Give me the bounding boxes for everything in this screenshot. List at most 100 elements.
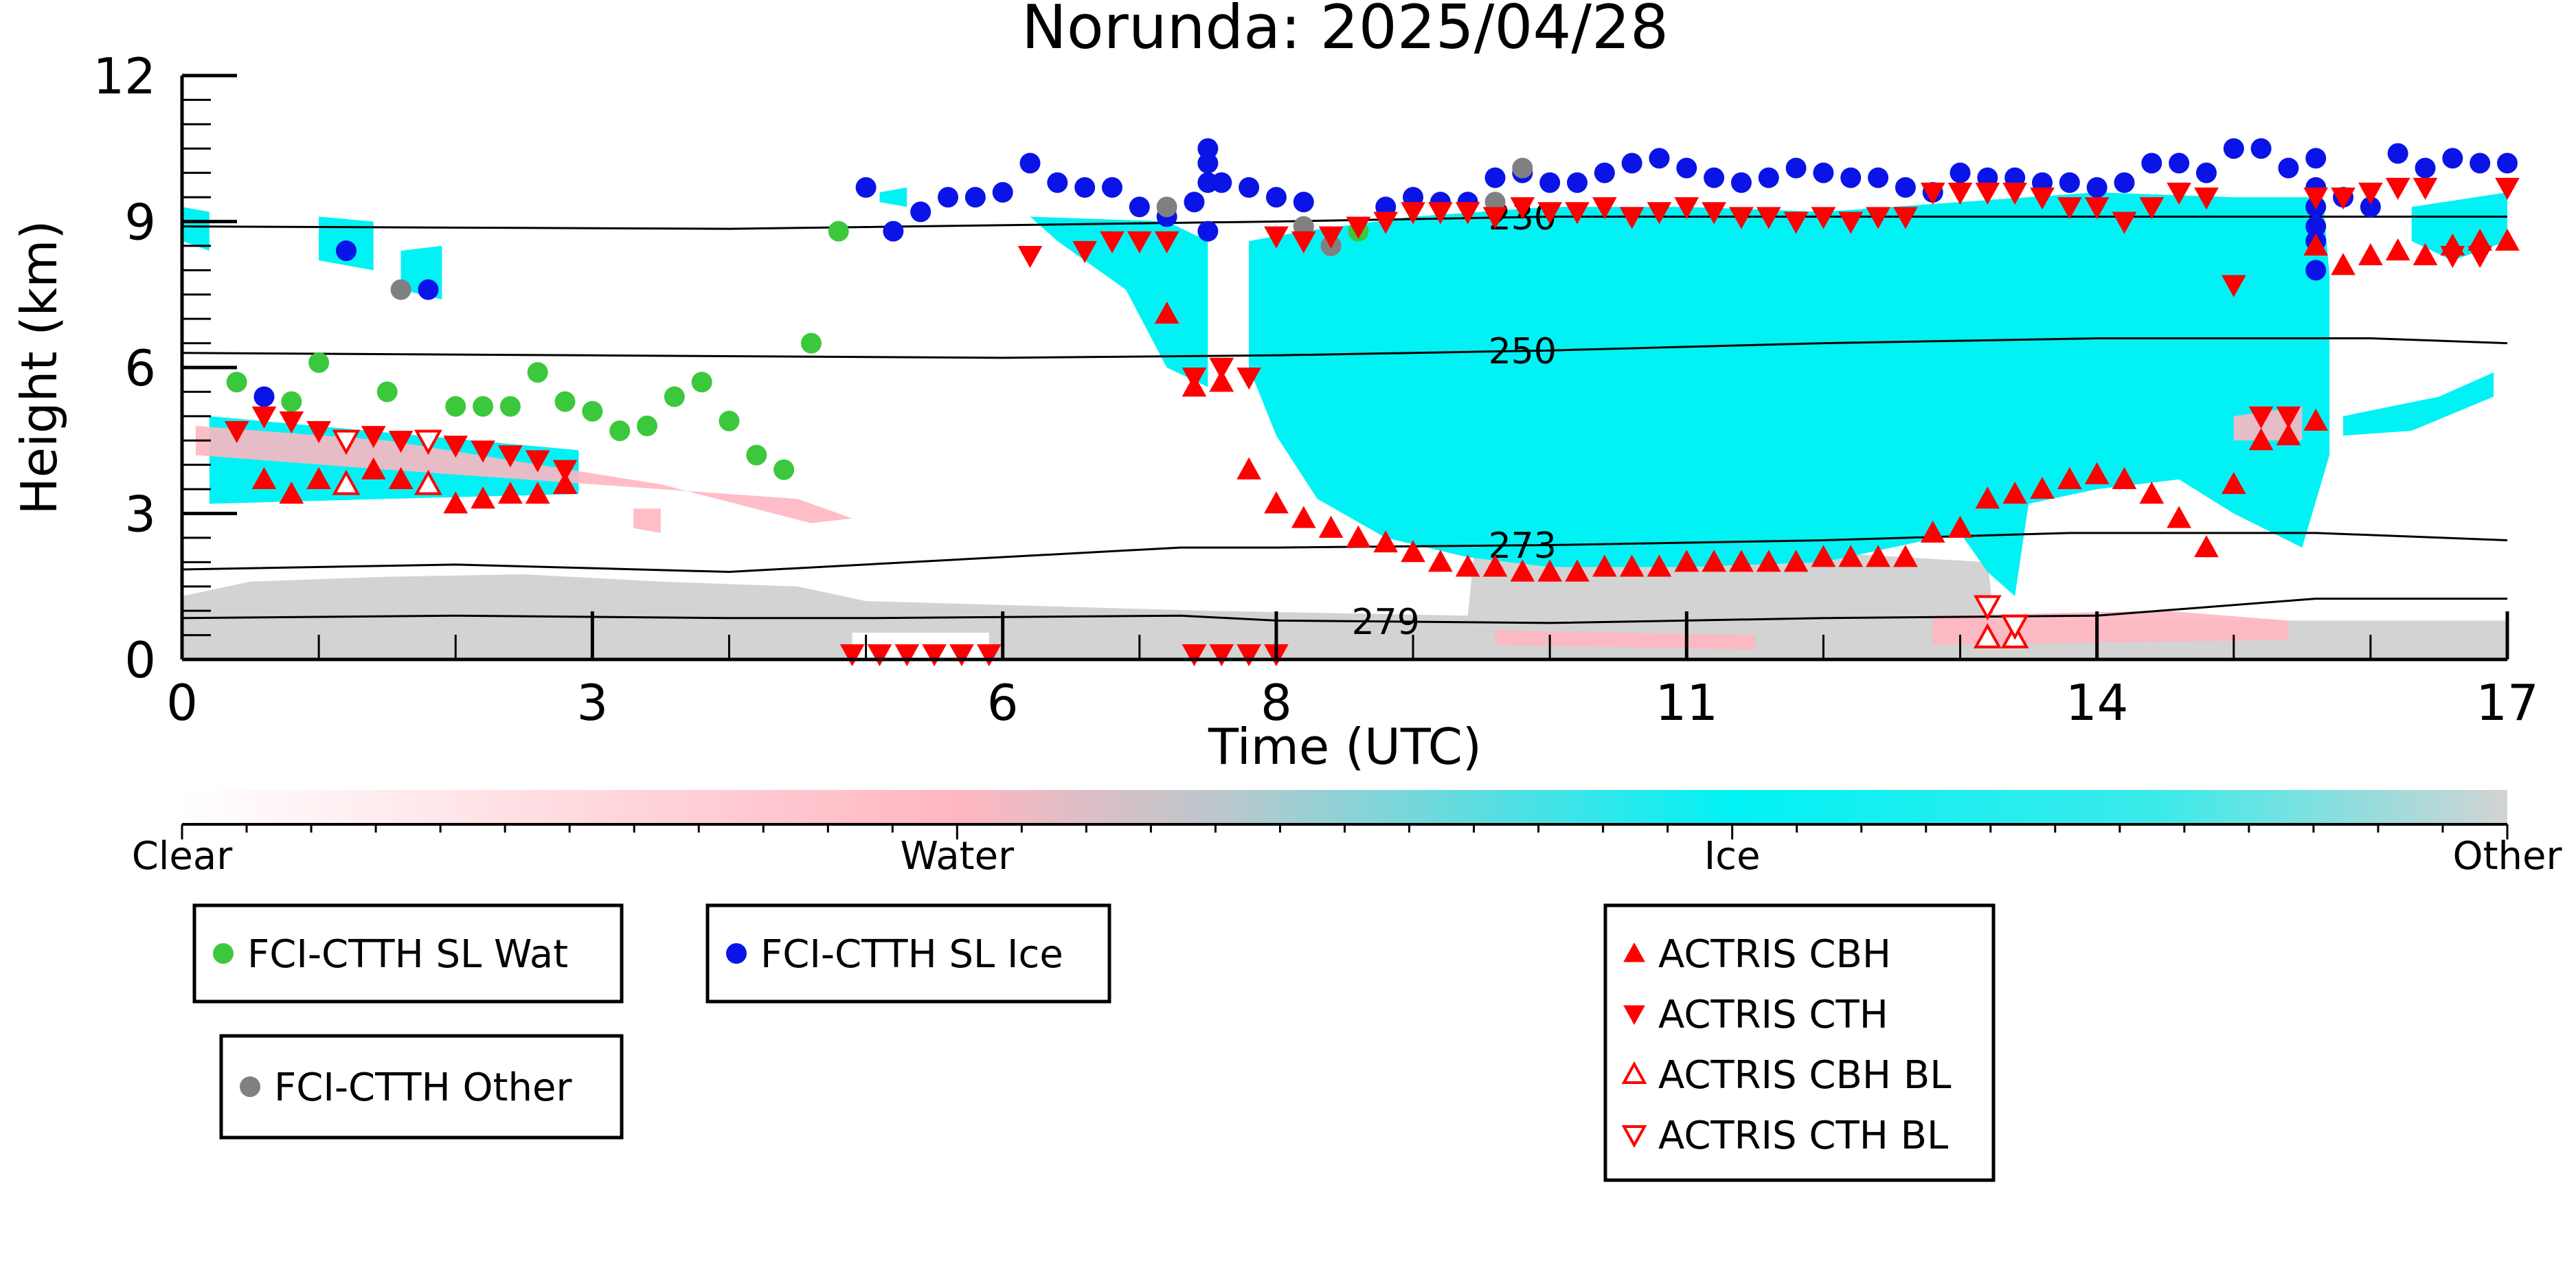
data-point-actris-low-cth [1236,644,1261,667]
data-point-actris-cth [251,406,277,429]
data-point-fci-ctth-sl-ice [2223,138,2244,159]
data-point-actris-cbh [1236,457,1261,479]
data-point-fci-ctth-sl-ice [1211,172,1232,193]
data-point-actris-cbh [1702,550,1726,572]
data-point-fci-ctth-sl-ice [1758,167,1779,188]
data-point-actris-low-cth [1182,644,1207,667]
data-point-actris-cth [525,450,550,473]
data-point-fci-ctth-other [1156,196,1177,218]
data-point-actris-cbh [443,491,468,514]
data-point-actris-cth [1236,368,1261,390]
data-point-fci-ctth-sl-ice [2415,157,2436,179]
y-axis-label: Height (km) [10,221,68,515]
data-point-actris-cbh [1729,550,1754,572]
water-cloud-layer [1495,630,1755,650]
data-point-actris-cth [306,420,331,444]
data-point-actris-cbh [361,457,386,479]
x-tick-label: 6 [987,674,1019,732]
series-fci-ctth-sl-wat [226,221,1369,480]
data-point-actris-cth-bl [414,429,442,455]
data-point-actris-cth [2030,187,2055,210]
data-point-fci-ctth-sl-ice [1950,162,1971,183]
data-point-actris-cbh [1428,550,1453,572]
data-point-actris-cth [2002,182,2028,205]
x-tick-label: 14 [2066,674,2129,732]
data-point-actris-cth [1811,207,1836,229]
data-point-actris-cth [279,411,304,433]
data-point-actris-cbh [1291,506,1316,528]
data-point-fci-ctth-sl-ice [2114,172,2135,193]
data-point-fci-ctth-sl-ice [1840,167,1862,188]
data-point-actris-cth [1428,202,1453,225]
x-tick-label: 11 [1655,674,1718,732]
legend-marker [1623,1005,1645,1026]
data-point-actris-cbh [1893,545,1918,567]
data-point-fci-ctth-sl-ice [1567,172,1588,193]
data-point-actris-cbh [251,466,277,490]
data-point-actris-cth [1702,202,1726,225]
colorbar-label-ice: Ice [1704,834,1761,879]
data-point-actris-cth [1647,202,1672,225]
data-point-actris-cbh [2112,466,2137,490]
data-point-actris-cth-bl [1973,595,2002,621]
data-point-actris-cth [1729,207,1754,229]
data-point-actris-cbh [2413,243,2438,266]
water-cloud-layer [195,426,852,523]
series-actris-cth [224,177,2520,482]
data-point-fci-ctth-sl-ice [253,386,275,407]
data-point-actris-cth [1182,368,1207,390]
data-point-fci-ctth-sl-ice [1813,162,1834,183]
data-point-actris-cth [1838,212,1864,234]
data-point-actris-cbh [2331,253,2355,275]
data-point-fci-ctth-sl-wat [582,400,603,422]
data-point-actris-cth [1482,207,1508,229]
data-point-actris-cth [1346,216,1371,239]
ice-cloud-patch [182,207,210,251]
data-point-actris-cth [1947,182,1973,205]
data-point-fci-ctth-sl-ice [2497,152,2518,174]
data-point-actris-cbh [2276,423,2301,446]
data-point-actris-cbh [2139,482,2165,504]
isotherm-label-279: 279 [1352,602,1420,643]
data-point-fci-ctth-sl-wat [773,459,795,480]
data-point-actris-cbh [1401,540,1425,563]
data-point-actris-cth [1674,197,1699,220]
data-point-actris-cbh [2303,408,2329,431]
legend-label: ACTRIS CTH BL [1658,1114,1948,1158]
data-point-actris-cbh [1537,559,1563,582]
data-point-actris-cbh [1565,559,1590,582]
data-point-actris-cth [1291,231,1316,253]
legend-label: FCI-CTTH Other [274,1065,572,1110]
legend-label: FCI-CTTH SL Ice [760,932,1063,977]
data-point-actris-cbh [306,466,331,490]
data-point-actris-cbh [1947,515,1973,538]
data-point-actris-cth [1592,197,1617,220]
data-point-actris-cbh [1920,520,1945,543]
data-point-actris-cth [1510,197,1535,220]
data-point-fci-ctth-sl-ice [1265,187,1287,208]
data-point-actris-cbh [1811,545,1836,567]
data-point-actris-cbh [552,471,578,495]
data-point-fci-ctth-sl-ice [1102,177,1122,198]
data-point-fci-ctth-sl-ice [2360,196,2381,218]
axes: 0 3 6 9 12 0 3 6 8 11 14 17 [93,47,2538,732]
data-point-actris-cbh [1619,554,1645,577]
data-point-actris-cbh [1154,302,1179,324]
data-point-actris-cth [1893,207,1918,229]
data-point-fci-ctth-sl-wat [281,391,302,412]
data-point-fci-ctth-sl-ice [938,187,959,208]
data-point-actris-cbh [2167,506,2191,528]
data-point-actris-cth [361,426,386,449]
data-point-actris-cbh [1647,554,1672,577]
data-point-fci-ctth-sl-ice [1785,157,1807,179]
data-point-actris-low-cth [839,644,865,667]
data-point-fci-ctth-sl-ice [1239,177,1260,198]
data-point-actris-cth [1209,357,1234,381]
data-point-actris-cbh [1373,530,1399,553]
data-point-fci-ctth-sl-wat [226,372,247,393]
legend-marker [1621,1125,1647,1149]
data-point-actris-cbh [525,482,550,504]
data-point-actris-cth [552,460,578,482]
data-point-fci-ctth-sl-wat [800,332,822,354]
data-point-fci-ctth-sl-ice [418,279,439,300]
